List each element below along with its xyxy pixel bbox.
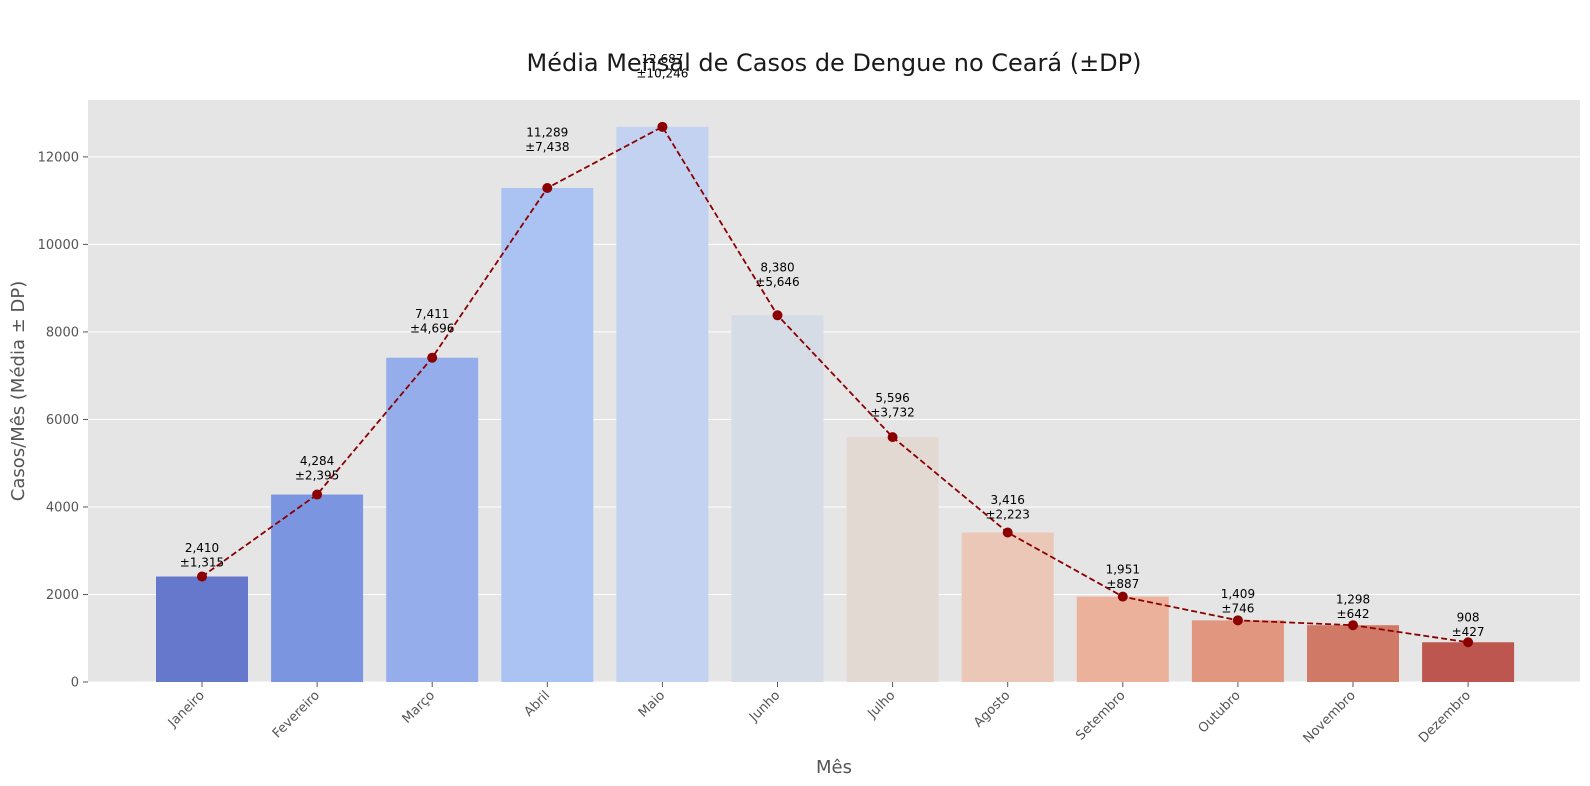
x-tick-label: Janeiro [165, 688, 208, 731]
data-label-mean: 12,687 [641, 52, 683, 66]
x-tick-label: Fevereiro [270, 688, 323, 741]
x-tick-label: Julho [865, 688, 899, 722]
mean-point [1463, 637, 1474, 648]
data-label-std: ±642 [1337, 607, 1370, 621]
x-tick-label: Junho [746, 688, 783, 725]
data-label-mean: 908 [1457, 610, 1480, 624]
x-tick-label: Agosto [971, 688, 1013, 730]
bar [961, 532, 1054, 682]
x-tick-label: Dezembro [1416, 688, 1474, 746]
x-tick-label: Abril [522, 688, 554, 720]
data-label-mean: 1,951 [1106, 563, 1140, 577]
data-label-mean: 11,289 [526, 125, 568, 139]
mean-point [1002, 527, 1013, 538]
data-label-std: ±746 [1221, 602, 1254, 616]
x-tick-label: Setembro [1073, 688, 1128, 743]
data-label-std: ±10,246 [636, 66, 688, 80]
bars [156, 126, 1515, 682]
mean-point [887, 432, 898, 443]
data-label-std: ±7,438 [525, 140, 569, 154]
x-tick-label: Maio [636, 688, 668, 720]
y-tick-label: 10000 [38, 238, 79, 253]
bar [846, 437, 939, 682]
data-label-mean: 5,596 [875, 391, 909, 405]
mean-point [542, 183, 553, 194]
data-label-std: ±2,395 [295, 469, 339, 483]
bar [616, 126, 709, 682]
bar [271, 494, 364, 682]
y-tick-label: 8000 [46, 325, 79, 340]
chart-title: Média Mensal de Casos de Dengue no Ceará… [527, 49, 1142, 77]
y-axis: 0 2000 4000 6000 8000 10000 12000 [38, 150, 88, 691]
data-label-std: ±427 [1452, 625, 1485, 639]
data-label-std: ±5,646 [755, 275, 799, 289]
mean-point [427, 352, 438, 363]
mean-line [197, 121, 1474, 648]
y-tick-label: 6000 [46, 413, 79, 428]
x-axis: Janeiro Fevereiro Março Abril Maio Junho Julho… [165, 682, 1474, 746]
data-label-mean: 4,284 [300, 454, 334, 468]
data-label-mean: 1,409 [1221, 587, 1255, 601]
x-tick-label: Outubro [1196, 688, 1244, 736]
mean-line-path [201, 125, 1469, 644]
bar [1191, 620, 1284, 682]
data-label-mean: 2,410 [185, 541, 219, 555]
bar [386, 357, 479, 682]
bar [501, 188, 594, 682]
mean-point [772, 310, 783, 321]
value-annotations: 2,410±1,3154,284±2,3957,411±4,69611,289±… [180, 52, 1485, 639]
y-axis-title: Casos/Mês (Média ± DP) [8, 281, 29, 501]
data-label-std: ±887 [1106, 577, 1139, 591]
data-label-std: ±3,732 [870, 405, 914, 419]
bar [1422, 642, 1515, 682]
x-axis-title: Mês [816, 757, 852, 778]
y-tick-label: 4000 [46, 500, 79, 515]
y-tick-label: 12000 [38, 150, 79, 165]
mean-point [197, 571, 207, 582]
y-tick-label: 2000 [46, 588, 79, 603]
mean-point [1348, 620, 1358, 631]
mean-point [1232, 615, 1243, 626]
mean-point [1117, 591, 1128, 602]
bar [1076, 596, 1169, 682]
x-tick-label: Novembro [1301, 688, 1359, 746]
y-tick-label: 0 [71, 676, 79, 691]
data-label-std: ±2,223 [985, 507, 1029, 521]
x-tick-label: Março [400, 688, 438, 726]
bar [156, 576, 248, 682]
data-label-std: ±4,696 [410, 322, 454, 336]
bar [1307, 625, 1399, 682]
bar [731, 315, 824, 682]
mean-point [312, 489, 323, 500]
data-label-std: ±1,315 [180, 555, 224, 569]
mean-point [657, 121, 668, 132]
data-label-mean: 7,411 [415, 307, 449, 321]
data-label-mean: 3,416 [991, 493, 1025, 507]
data-label-mean: 8,380 [760, 261, 794, 275]
data-label-mean: 1,298 [1336, 592, 1370, 606]
